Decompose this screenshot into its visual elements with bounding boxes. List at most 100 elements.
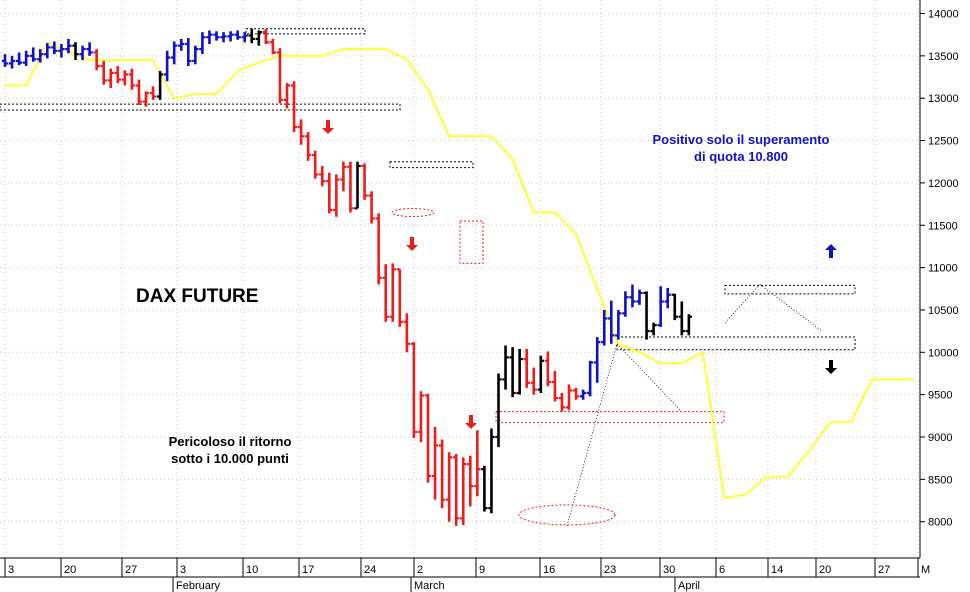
ohlc-bar bbox=[304, 132, 312, 161]
ohlc-bar bbox=[192, 45, 199, 65]
ohlc-bar bbox=[142, 91, 150, 107]
ohlc-bar bbox=[326, 172, 333, 214]
ohlc-bar bbox=[615, 309, 622, 340]
ohlc-bar bbox=[178, 38, 185, 51]
ohlc-bar bbox=[114, 66, 121, 83]
ohlc-bar bbox=[685, 314, 693, 336]
ohlc-bar bbox=[319, 165, 326, 187]
ohlc-bar bbox=[643, 291, 650, 340]
note-positive-line-2: di quota 10.800 bbox=[694, 149, 788, 164]
ohlc-bar bbox=[558, 392, 566, 412]
ohlc-bar bbox=[502, 345, 509, 390]
ohlc-bar bbox=[30, 47, 37, 62]
x-tick-label: 3 bbox=[180, 564, 186, 576]
ohlc-bar bbox=[396, 268, 403, 327]
ohlc-bar bbox=[44, 43, 51, 59]
arrow-down-icon bbox=[465, 415, 477, 429]
ohlc-bar bbox=[79, 45, 86, 61]
stop-line-path bbox=[5, 41, 915, 500]
ohlc-bar bbox=[410, 342, 418, 438]
ohlc-bar bbox=[100, 60, 107, 85]
ohlc-bar bbox=[185, 38, 192, 67]
ohlc-bar bbox=[297, 119, 305, 145]
ohlc-bar bbox=[8, 55, 16, 69]
highlight-ellipses bbox=[391, 208, 616, 526]
x-tick-label: 24 bbox=[364, 564, 376, 576]
stop-line bbox=[5, 41, 915, 500]
ohlc-bar bbox=[431, 426, 439, 500]
ohlc-bar bbox=[51, 41, 58, 55]
x-tick-label: M bbox=[921, 564, 930, 576]
ohlc-bar bbox=[671, 293, 678, 321]
y-tick-label: 11000 bbox=[928, 263, 958, 275]
ohlc-bar bbox=[481, 465, 488, 512]
chart-title: DAX FUTURE bbox=[136, 286, 258, 307]
arrow-down-icon bbox=[825, 360, 837, 374]
ohlc-bar bbox=[241, 32, 248, 43]
ohlc-bar bbox=[509, 347, 516, 398]
y-tick-label: 10500 bbox=[928, 305, 959, 317]
ohlc-bar bbox=[417, 391, 425, 443]
ohlc-bar bbox=[340, 161, 347, 192]
ohlc-bar bbox=[86, 42, 93, 56]
ohlc-bar bbox=[199, 32, 206, 55]
arrow-up-icon bbox=[825, 244, 837, 258]
ohlc-bar bbox=[453, 453, 460, 526]
ohlc-bar bbox=[467, 455, 474, 507]
ohlc-bar bbox=[121, 70, 129, 86]
box-support-9200 bbox=[495, 411, 725, 424]
x-axis: 3 20 27 3 10 17 24 2 9 16 23 30 6 14 20 27 M February Marc… bbox=[0, 557, 970, 592]
ohlc-bar bbox=[572, 387, 580, 400]
box-resistance-13800 bbox=[245, 28, 366, 35]
month-label: February bbox=[176, 580, 221, 592]
ohlc-bar bbox=[368, 191, 375, 224]
x-tick-label: 20 bbox=[64, 564, 76, 576]
ohlc-bar bbox=[586, 360, 594, 397]
ohlc-bar bbox=[248, 28, 255, 44]
ohlc-bar bbox=[516, 348, 523, 395]
ohlc-bar bbox=[530, 367, 537, 395]
x-tick-label: 14 bbox=[771, 564, 783, 576]
ohlc-bar bbox=[664, 287, 671, 309]
x-tick-label: 23 bbox=[604, 564, 616, 576]
ohlc-bar bbox=[403, 313, 411, 353]
ohlc-bar bbox=[579, 389, 587, 400]
ohlc-bar bbox=[312, 150, 319, 179]
trend-lines bbox=[566, 284, 823, 527]
ohlc-bar bbox=[347, 161, 354, 213]
trend-line-2 bbox=[759, 284, 823, 332]
ellipse-11650 bbox=[391, 208, 435, 218]
x-tick-label: 6 bbox=[719, 564, 725, 576]
ohlc-bar bbox=[629, 284, 636, 308]
ohlc-bar bbox=[488, 428, 495, 514]
note-danger-line-2: sotto i 10.000 punti bbox=[171, 451, 289, 466]
y-tick-label: 10000 bbox=[928, 347, 959, 359]
month-label: March bbox=[414, 580, 445, 592]
ohlc-bar bbox=[220, 32, 227, 43]
ohlc-bar bbox=[234, 30, 241, 40]
ohlc-bar bbox=[565, 384, 573, 410]
y-tick-label: 13000 bbox=[928, 93, 959, 105]
arrow-down-icon bbox=[322, 120, 334, 134]
x-tick-label: 3 bbox=[8, 564, 14, 576]
ohlc-bar bbox=[1, 54, 9, 67]
y-tick-label: 9000 bbox=[928, 432, 952, 444]
ohlc-bar bbox=[445, 452, 453, 522]
ohlc-bar bbox=[171, 41, 178, 65]
y-axis: 8000 8500 9000 9500 10000 10500 11000 11500 1200… bbox=[919, 0, 959, 558]
ohlc-bar bbox=[37, 49, 44, 63]
y-tick-label: 14000 bbox=[928, 9, 959, 21]
ohlc-bar bbox=[523, 348, 530, 388]
ohlc-bar bbox=[206, 30, 213, 44]
ohlc-bar bbox=[438, 439, 446, 509]
box-gap-11300 bbox=[459, 220, 484, 264]
x-tick-label: 20 bbox=[819, 564, 831, 576]
box-support-10000 bbox=[616, 336, 856, 351]
ohlc-bar bbox=[93, 49, 100, 71]
box-box-12200 bbox=[389, 161, 474, 169]
x-tick-label: 27 bbox=[878, 564, 890, 576]
x-tick-label: 10 bbox=[246, 564, 258, 576]
y-tick-label: 8000 bbox=[928, 517, 952, 529]
ohlc-bar bbox=[495, 373, 502, 448]
